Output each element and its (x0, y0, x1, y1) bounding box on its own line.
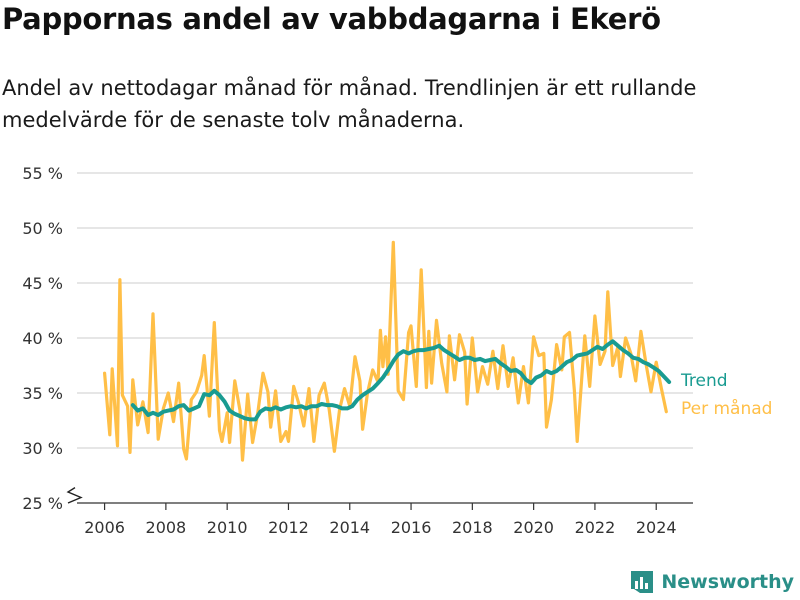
y-tick-label: 30 % (22, 439, 63, 458)
y-axis-tick-labels: 25 % 30 % 35 % 40 % 45 % 50 % 55 % (22, 164, 63, 513)
y-tick-label: 50 % (22, 219, 63, 238)
series-per-manad-line (102, 240, 668, 462)
y-tick-label: 40 % (22, 329, 63, 348)
series-trend-line (130, 339, 672, 422)
x-tick-label: 2016 (391, 518, 432, 537)
x-tick-label: 2020 (513, 518, 554, 537)
legend-label-per-manad: Per månad (681, 398, 772, 419)
x-tick-label: 2022 (575, 518, 616, 537)
x-tick-label: 2012 (268, 518, 309, 537)
legend: Trend Per månad (680, 371, 772, 419)
y-tick-label: 25 % (22, 494, 63, 513)
x-axis: 2006 2008 2010 2012 2014 2016 2018 2020 2022 2024 (66, 487, 693, 537)
newsworthy-brand: Newsworthy (630, 570, 794, 594)
x-tick-label: 2008 (146, 518, 187, 537)
axis-break-symbol (66, 487, 83, 504)
series-lines (102, 240, 672, 462)
y-tick-label: 35 % (22, 384, 63, 403)
x-tick-label: 2006 (84, 518, 125, 537)
chart-title: Pappornas andel av vabbdagarna i Ekerö (2, 2, 661, 36)
chart-subtitle: Andel av nettodagar månad för månad. Tre… (2, 76, 697, 132)
legend-label-trend: Trend (680, 371, 728, 391)
x-tick-label: 2024 (636, 518, 677, 537)
brand-name: Newsworthy (661, 571, 794, 593)
y-tick-label: 45 % (22, 274, 63, 293)
x-tick-label: 2010 (207, 518, 248, 537)
newsworthy-logo-icon (631, 571, 654, 593)
y-tick-label: 55 % (22, 164, 63, 183)
x-tick-label: 2018 (452, 518, 493, 537)
x-tick-label: 2014 (329, 518, 370, 537)
